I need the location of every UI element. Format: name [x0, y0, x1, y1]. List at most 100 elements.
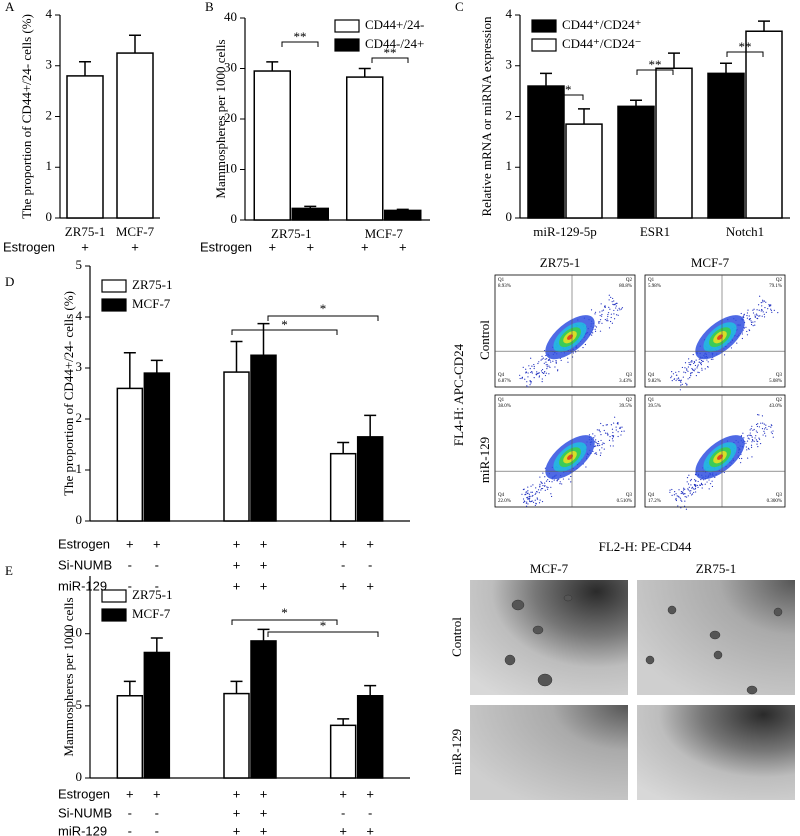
quadrant-value: 6.87%: [498, 379, 511, 384]
y-tick-label: 1: [46, 158, 53, 173]
significance-label: *: [320, 618, 327, 633]
event-dot: [534, 504, 536, 506]
event-dot: [549, 359, 551, 362]
event-dot: [755, 313, 758, 315]
x-tick-label: MCF-7: [365, 226, 404, 241]
error-bar: [758, 20, 770, 32]
event-dot: [540, 370, 543, 372]
quadrant-name: Q3: [626, 373, 633, 378]
event-dot: [700, 362, 702, 364]
legend-label: ZR75-1: [132, 277, 172, 292]
event-dot: [723, 471, 725, 474]
event-dot: [693, 370, 695, 372]
event-dot: [600, 439, 602, 442]
event-dot: [701, 367, 703, 369]
event-dot: [755, 439, 758, 441]
event-dot: [601, 310, 603, 312]
event-dot: [758, 414, 760, 416]
legend-swatch: [531, 19, 557, 33]
quadrant-value: 9.82%: [648, 379, 661, 384]
quadrant-name: Q1: [498, 398, 505, 403]
event-dot: [768, 303, 770, 306]
event-dot: [535, 487, 537, 489]
event-dot: [598, 429, 600, 432]
condition-mark: +: [361, 239, 369, 254]
event-dot: [684, 372, 687, 374]
error-bar: [150, 637, 163, 653]
event-dot: [684, 493, 686, 495]
event-dot: [752, 312, 755, 314]
event-dot: [674, 491, 676, 493]
event-dot: [683, 487, 685, 489]
event-dot: [740, 312, 742, 315]
panel-label: C: [455, 0, 464, 14]
event-dot: [749, 429, 751, 431]
legend-swatch: [334, 38, 360, 52]
event-dot: [527, 490, 529, 492]
event-dot: [771, 311, 773, 313]
event-dot: [524, 501, 526, 503]
event-dot: [533, 363, 535, 366]
event-dot: [540, 482, 543, 484]
event-dot: [535, 492, 537, 494]
event-dot: [765, 311, 767, 313]
event-dot: [544, 482, 546, 484]
event-dot: [602, 442, 604, 444]
event-dot: [545, 480, 548, 482]
event-dot: [597, 445, 599, 447]
significance-label: *: [281, 317, 288, 332]
error-bar: [129, 34, 141, 54]
event-dot: [742, 432, 744, 434]
event-dot: [671, 371, 673, 373]
event-dot: [763, 428, 766, 430]
event-dot: [538, 372, 540, 374]
event-dot: [698, 358, 700, 360]
event-dot: [521, 376, 524, 379]
event-dot: [751, 438, 754, 441]
event-dot: [749, 318, 751, 320]
event-dot: [762, 301, 764, 303]
event-dot: [594, 441, 596, 443]
condition-mark: +: [366, 536, 374, 551]
legend-label: MCF-7: [132, 606, 171, 621]
event-dot: [529, 497, 531, 499]
bar: [617, 105, 655, 219]
event-dot: [531, 495, 533, 497]
event-dot: [686, 476, 689, 479]
event-dot: [539, 476, 541, 478]
flow-row: Control: [477, 320, 492, 360]
y-tick-label: 5: [76, 257, 83, 272]
event-dot: [609, 436, 611, 438]
legend-label: CD44⁺/CD24⁻: [562, 36, 641, 51]
event-dot: [693, 491, 695, 494]
event-dot: [696, 484, 699, 487]
event-dot: [746, 312, 749, 314]
condition-mark: +: [233, 823, 241, 836]
event-dot: [762, 299, 764, 301]
event-dot: [593, 437, 595, 439]
condition-mark: -: [155, 557, 159, 572]
event-dot: [608, 294, 610, 296]
event-dot: [616, 314, 618, 316]
event-dot: [519, 377, 521, 380]
event-dot: [599, 444, 601, 447]
event-dot: [534, 499, 536, 501]
event-dot: [695, 359, 697, 361]
x-tick-label: ZR75-1: [271, 226, 311, 241]
event-dot: [614, 303, 617, 305]
event-dot: [615, 429, 617, 431]
event-dot: [680, 499, 682, 501]
event-dot: [607, 434, 609, 436]
condition-mark: +: [260, 557, 268, 572]
event-dot: [621, 430, 623, 432]
bar: [253, 70, 291, 221]
event-dot: [538, 376, 540, 378]
y-axis-label: Mammospheres per 1000 cells: [213, 39, 228, 198]
event-dot: [711, 480, 713, 482]
event-dot: [741, 457, 743, 460]
condition-mark: +: [233, 557, 241, 572]
event-dot: [536, 490, 538, 493]
event-dot: [757, 446, 759, 448]
event-dot: [750, 321, 753, 323]
event-dot: [606, 424, 608, 426]
